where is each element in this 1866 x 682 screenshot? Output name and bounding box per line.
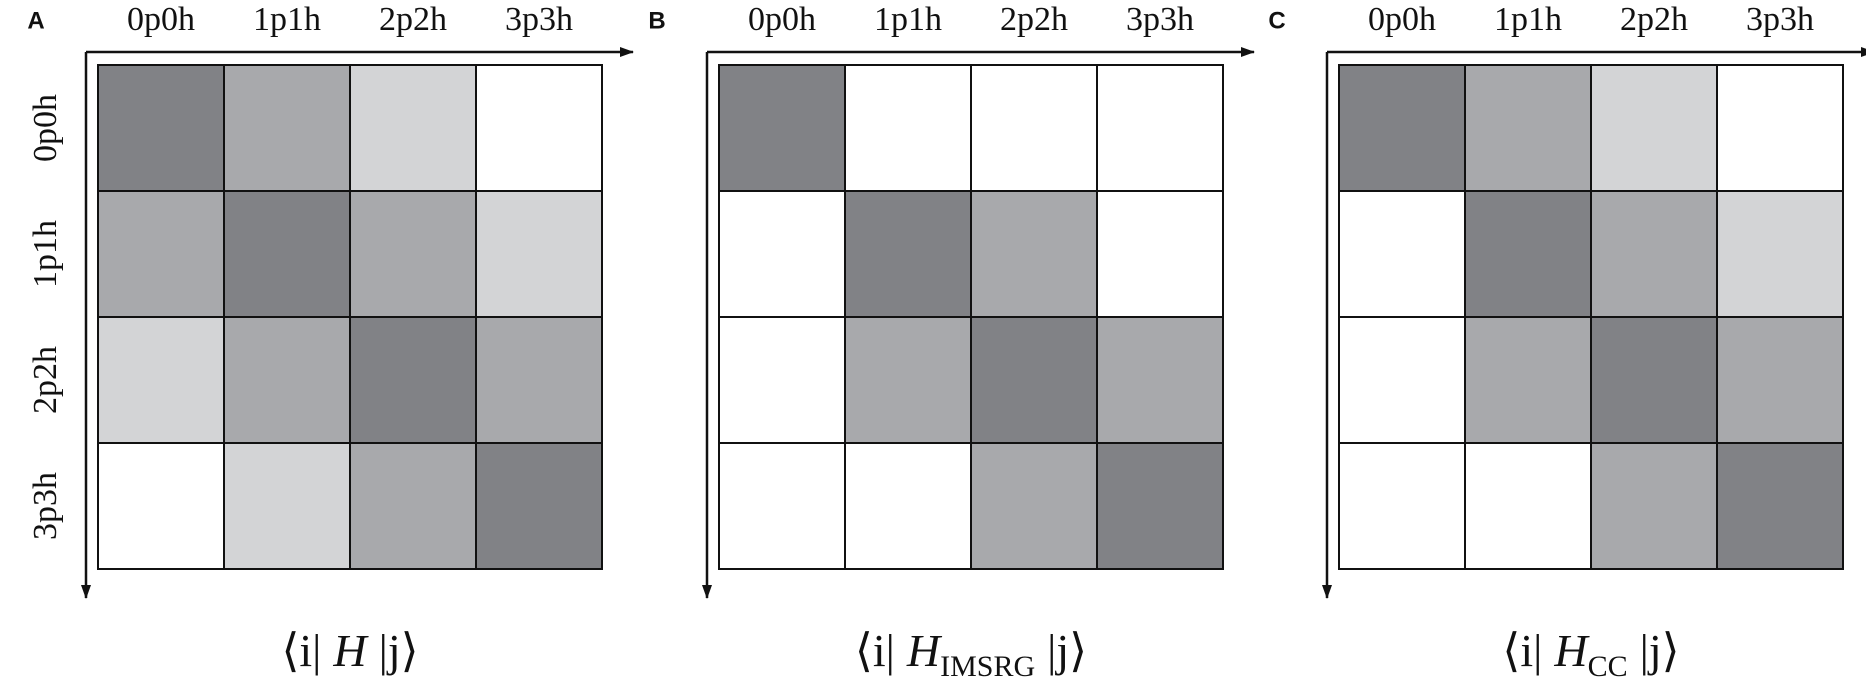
cell [349, 316, 477, 444]
cell [475, 442, 603, 570]
caption-ket: |j⟩ [1047, 625, 1087, 676]
cell [718, 316, 846, 444]
cell [1590, 316, 1718, 444]
column-label: 2p2h [1620, 1, 1688, 38]
cell [97, 190, 225, 318]
cell [970, 190, 1098, 318]
caption-subscript: CC [1588, 650, 1628, 682]
column-label: 1p1h [253, 1, 321, 38]
cell [1716, 442, 1844, 570]
panel: B 0p0h 1p1h 2p2h 3p3h ⟨i| HIMSRG |j⟩ [648, 1, 1255, 682]
cell [1096, 64, 1224, 192]
panel: A 0p0h 1p1h 2p2h 3p3h 0p0h 1p1h 2p2h 3p3h ⟨i| H |j⟩ [27, 1, 634, 676]
panel-letter: A [27, 7, 44, 34]
row-label: 2p2h [27, 346, 64, 414]
column-label: 0p0h [127, 1, 195, 38]
column-label: 2p2h [379, 1, 447, 38]
caption: ⟨i| HCC |j⟩ [1502, 625, 1679, 682]
row-label: 1p1h [27, 220, 64, 288]
cell [844, 190, 972, 318]
column-label: 0p0h [748, 1, 816, 38]
cell [970, 442, 1098, 570]
cell [349, 64, 477, 192]
cell [1464, 316, 1592, 444]
cell [1338, 190, 1466, 318]
cell [349, 190, 477, 318]
cell [1464, 64, 1592, 192]
caption-operator: H [906, 625, 943, 676]
caption-bra: ⟨i| [281, 625, 321, 676]
cell [1096, 190, 1224, 318]
panel-letter: B [648, 7, 665, 34]
caption: ⟨i| HIMSRG |j⟩ [855, 625, 1087, 682]
row-label: 3p3h [27, 472, 64, 540]
cell [223, 190, 351, 318]
caption-bra: ⟨i| [1502, 625, 1542, 676]
caption-ket: |j⟩ [1640, 625, 1680, 676]
caption-ket: |j⟩ [379, 625, 419, 676]
cell [844, 316, 972, 444]
cell [97, 442, 225, 570]
cell [475, 316, 603, 444]
cell [1590, 64, 1718, 192]
column-label: 2p2h [1000, 1, 1068, 38]
cell [97, 64, 225, 192]
cell [970, 64, 1098, 192]
cell [475, 64, 603, 192]
column-label: 0p0h [1368, 1, 1436, 38]
panel-letter: C [1268, 7, 1285, 34]
column-label: 3p3h [1126, 1, 1194, 38]
cell [223, 442, 351, 570]
cell [223, 316, 351, 444]
column-label: 1p1h [1494, 1, 1562, 38]
cell [1096, 316, 1224, 444]
cell [1716, 190, 1844, 318]
cell [97, 316, 225, 444]
column-label: 1p1h [874, 1, 942, 38]
cell [1338, 64, 1466, 192]
caption-operator: H [1553, 625, 1590, 676]
cell [1338, 316, 1466, 444]
cell [718, 64, 846, 192]
cell [844, 64, 972, 192]
cell [1338, 442, 1466, 570]
panel: C 0p0h 1p1h 2p2h 3p3h ⟨i| HCC |j⟩ [1268, 1, 1866, 682]
cell [1464, 190, 1592, 318]
column-label: 3p3h [505, 1, 573, 38]
caption-bra: ⟨i| [855, 625, 895, 676]
column-label: 3p3h [1746, 1, 1814, 38]
caption-subscript: IMSRG [940, 650, 1035, 682]
cell [1716, 64, 1844, 192]
cell [1590, 442, 1718, 570]
cell [475, 190, 603, 318]
cell [349, 442, 477, 570]
cell [1464, 442, 1592, 570]
cell [1590, 190, 1718, 318]
cell [1716, 316, 1844, 444]
row-label: 0p0h [27, 94, 64, 162]
cell [970, 316, 1098, 444]
cell [223, 64, 351, 192]
cell [718, 442, 846, 570]
cell [1096, 442, 1224, 570]
cell [718, 190, 846, 318]
cell [844, 442, 972, 570]
caption-operator: H [332, 625, 369, 676]
caption: ⟨i| H |j⟩ [281, 625, 418, 676]
